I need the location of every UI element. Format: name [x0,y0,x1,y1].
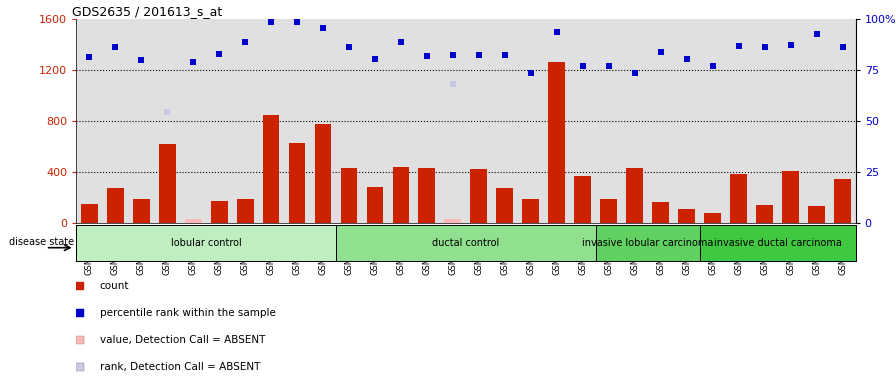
Bar [804,19,830,223]
Bar [76,225,336,261]
Text: invasive lobular carcinoma: invasive lobular carcinoma [582,238,713,248]
Bar [263,114,280,223]
Bar [414,19,440,223]
Bar [440,19,466,223]
Bar [700,19,726,223]
Bar [522,199,539,223]
Bar [258,19,284,223]
Bar [700,225,856,261]
Bar [211,201,228,223]
Text: disease state: disease state [9,237,74,247]
Bar [466,19,492,223]
Bar [392,167,409,223]
Bar [756,205,773,223]
Bar [570,19,596,223]
Bar [726,19,752,223]
Bar [678,209,695,223]
Bar [388,19,414,223]
Bar [704,213,721,223]
Bar [626,168,643,223]
Bar [778,19,804,223]
Bar [180,19,206,223]
Bar [492,19,518,223]
Bar [648,19,674,223]
Bar [284,19,310,223]
Bar [336,19,362,223]
Bar [336,225,596,261]
Bar [752,19,778,223]
Text: count: count [99,281,129,291]
Bar [830,19,856,223]
Bar [730,174,747,223]
Text: percentile rank within the sample: percentile rank within the sample [99,308,275,318]
Bar [159,144,176,223]
Bar [185,219,202,223]
Bar [544,19,570,223]
Bar [237,199,254,223]
Bar [496,189,513,223]
Text: lobular control: lobular control [171,238,241,248]
Text: invasive ductal carcinoma: invasive ductal carcinoma [714,238,841,248]
Bar [674,19,700,223]
Bar [133,199,150,223]
Bar [444,219,461,223]
Bar [600,199,617,223]
Bar [102,19,128,223]
Bar [834,179,851,223]
Bar [128,19,154,223]
Bar [574,175,591,223]
Bar [622,19,648,223]
Bar [470,169,487,223]
Bar [107,189,124,223]
Bar [340,168,358,223]
Bar [596,225,700,261]
Bar [808,206,825,223]
Bar [652,202,669,223]
Bar [232,19,258,223]
Bar [81,204,98,223]
Text: ductal control: ductal control [432,238,500,248]
Bar [289,142,306,223]
Bar [310,19,336,223]
Text: rank, Detection Call = ABSENT: rank, Detection Call = ABSENT [99,362,260,372]
Bar [548,63,565,223]
Text: GDS2635 / 201613_s_at: GDS2635 / 201613_s_at [73,5,222,18]
Text: value, Detection Call = ABSENT: value, Detection Call = ABSENT [99,335,265,345]
Bar [314,124,332,223]
Bar [206,19,232,223]
Bar [362,19,388,223]
Bar [518,19,544,223]
Bar [366,187,383,223]
Bar [76,19,102,223]
Bar [596,19,622,223]
Bar [782,170,799,223]
Bar [154,19,180,223]
Bar [418,168,435,223]
